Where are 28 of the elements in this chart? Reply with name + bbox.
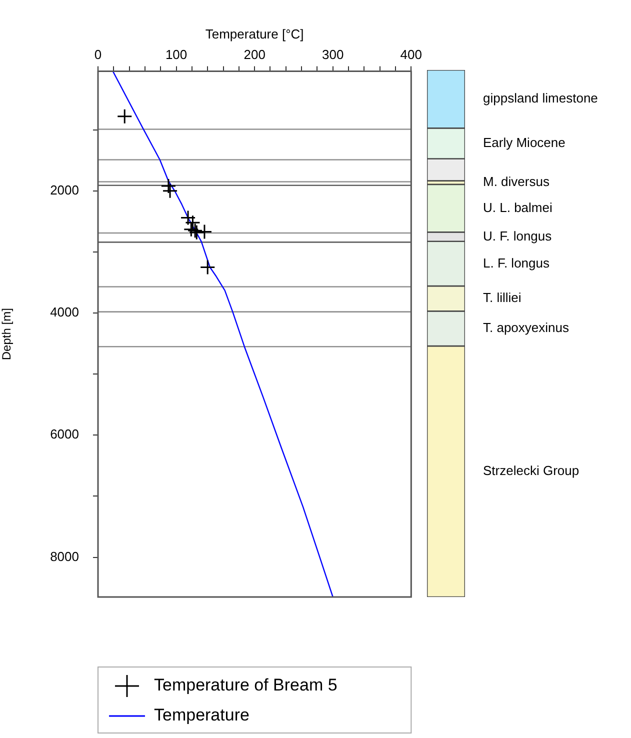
point [162,183,178,199]
series-label: T. apoxyexinus [483,320,570,336]
x-axis-title: Temperature [°C] [205,26,304,42]
point [116,108,132,124]
y-tick-label: 6000 [50,426,79,442]
series-label: U. L. balmei [483,200,552,215]
x-tick-label: 300 [322,46,344,62]
series-label: gippsland limestone [483,90,598,106]
x-tick-label: 100 [165,46,188,62]
series-label: T. lilliei [483,290,522,306]
series-label: M. diversus [483,174,550,190]
point [183,222,199,238]
x-tick-label: 400 [400,46,422,62]
y-tick-label: 2000 [50,182,79,198]
series-label: L. F. longus [483,255,550,270]
series-label: Early Miocene [483,135,566,150]
legend-label: Temperature [154,706,250,725]
y-axis-title: Depth [m] [0,308,14,360]
legend-label: Temperature of Bream 5 [154,676,338,695]
series-label: Strzelecki Group [483,463,580,478]
y-tick-label: 8000 [50,548,79,564]
point [200,259,216,275]
point [160,178,176,194]
point [196,224,212,240]
x-tick-label: 200 [244,46,266,62]
series-label: U. F. longus [483,228,552,244]
x-tick-label: 0 [94,46,102,62]
y-tick-label: 4000 [50,304,79,320]
